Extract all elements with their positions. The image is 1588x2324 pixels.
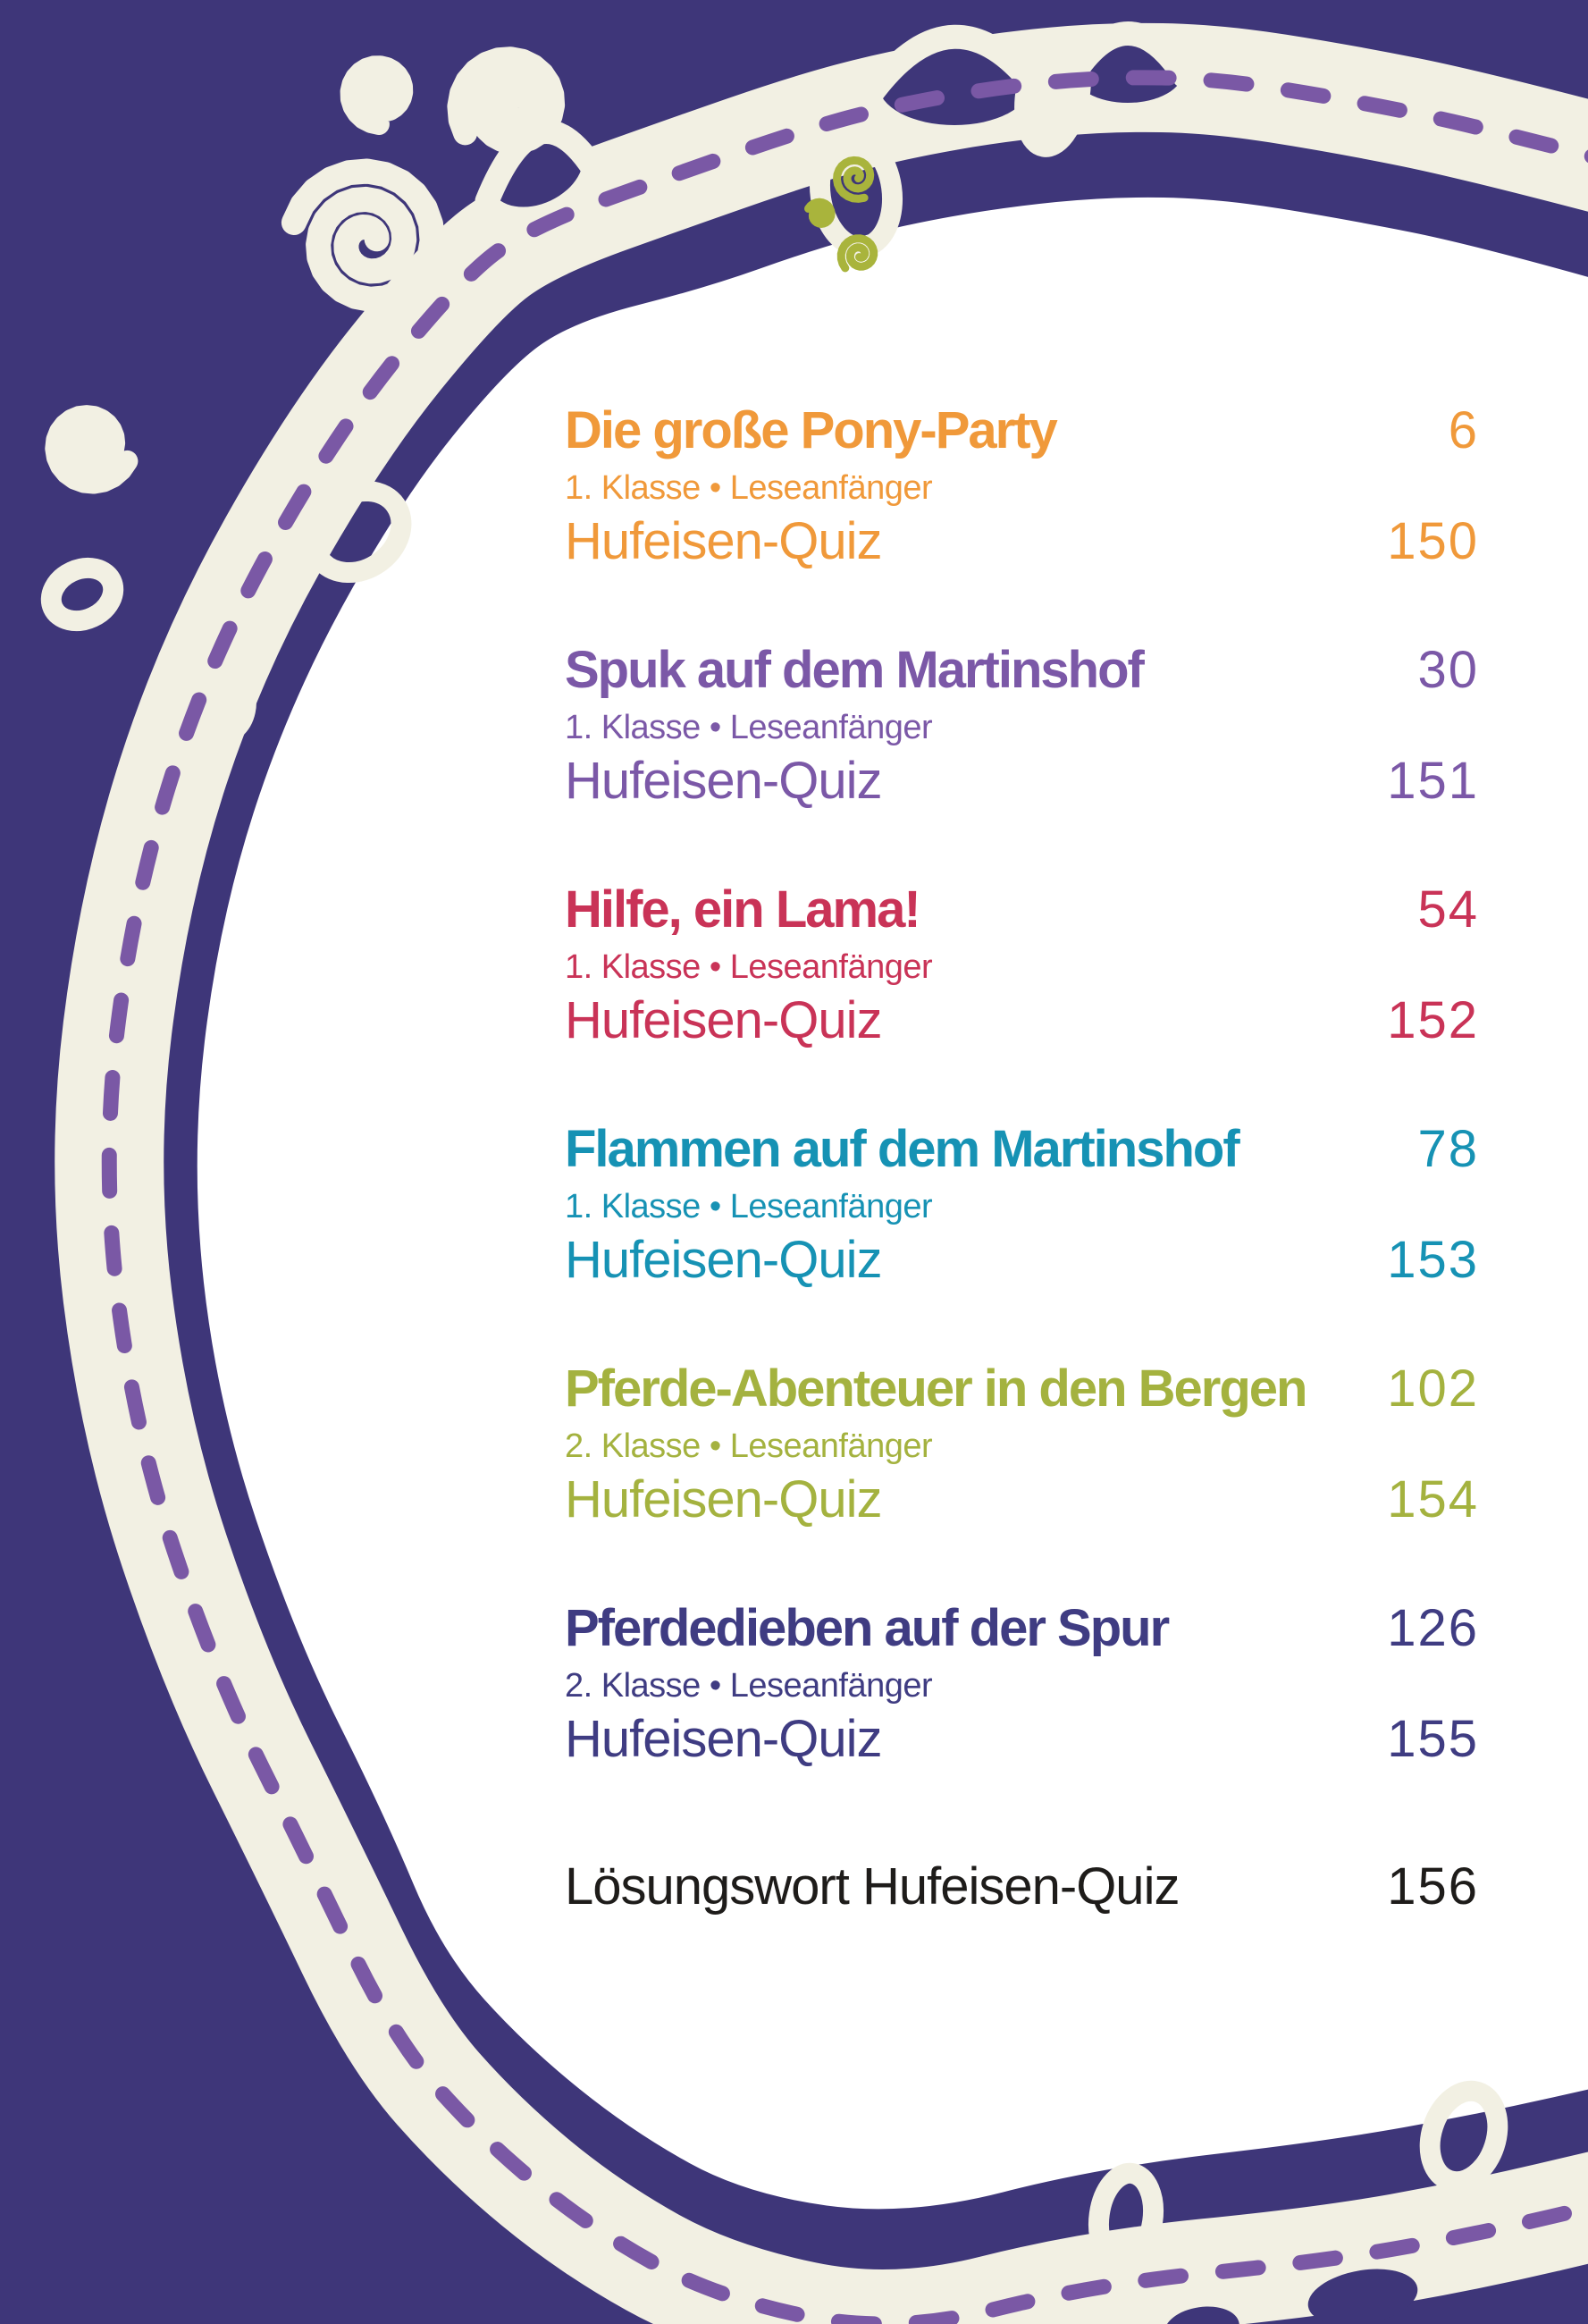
entry-title-row: Hilfe, ein Lama! 54 (565, 883, 1479, 937)
entry-page-number: 54 (1417, 880, 1479, 939)
entry-subtitle: 1. Klasse • Leseanfänger (565, 1188, 933, 1225)
ring-arch-ornament (859, 24, 1049, 106)
dashed-stitch-line (101, 70, 1588, 2324)
entry-page-number: 30 (1417, 641, 1479, 699)
quiz-label: Hufeisen-Quiz (565, 1231, 882, 1289)
entry-quiz-row: Hufeisen-Quiz 154 (565, 1473, 1479, 1527)
toc-entry-1: Die große Pony-Party 6 1. Klasse • Lesea… (565, 404, 1479, 568)
entry-subtitle: 1. Klasse • Leseanfänger (565, 469, 933, 507)
toc-entry-6: Pferdedieben auf der Spur 126 2. Klasse … (565, 1602, 1479, 1766)
quiz-label: Hufeisen-Quiz (565, 1470, 882, 1528)
toc-entry-4: Flammen auf dem Martinshof 78 1. Klasse … (565, 1123, 1479, 1287)
toc-entry-5: Pferde-Abenteuer in den Bergen 102 2. Kl… (565, 1362, 1479, 1527)
entry-title-row: Pferdedieben auf der Spur 126 (565, 1602, 1479, 1655)
ring-loop-ornament (1419, 2080, 1508, 2193)
quiz-label: Hufeisen-Quiz (565, 991, 882, 1049)
quiz-label: Hufeisen-Quiz (565, 512, 882, 570)
ring-scallop-cut (1307, 2269, 1418, 2324)
entry-title: Spuk auf dem Martinshof (565, 641, 1145, 699)
entry-title-row: Flammen auf dem Martinshof 78 (565, 1123, 1479, 1176)
entry-title-row: Die große Pony-Party 6 (565, 404, 1479, 458)
entry-quiz-row: Hufeisen-Quiz 153 (565, 1234, 1479, 1287)
quiz-page-number: 152 (1387, 991, 1479, 1049)
quiz-page-number: 151 (1387, 752, 1479, 810)
entry-title-row: Spuk auf dem Martinshof 30 (565, 644, 1479, 697)
table-of-contents: Die große Pony-Party 6 1. Klasse • Lesea… (565, 404, 1479, 1914)
swirl-ornament (447, 46, 566, 155)
ring-scallop-cut (1164, 2306, 1239, 2324)
entry-title: Hilfe, ein Lama! (565, 880, 921, 939)
entry-page-number: 78 (1417, 1120, 1479, 1178)
ring-loop-ornament (40, 557, 124, 632)
swirl-ornament (45, 405, 139, 494)
ring-loop-ornament (1014, 30, 1091, 157)
entry-title: Pferdedieben auf der Spur (565, 1599, 1170, 1657)
swirl-ornament (340, 55, 414, 135)
entry-quiz-row: Hufeisen-Quiz 150 (565, 515, 1479, 568)
entry-title: Die große Pony-Party (565, 401, 1058, 459)
entry-page-number: 102 (1387, 1360, 1479, 1418)
green-curl-ornament (836, 234, 878, 273)
green-curl-ornament (804, 198, 836, 228)
entry-subtitle: 1. Klasse • Leseanfänger (565, 948, 933, 986)
entry-page-number: 126 (1387, 1599, 1479, 1657)
ring-loop-ornament (303, 480, 412, 584)
quiz-page-number: 154 (1387, 1470, 1479, 1528)
entry-title-row: Pferde-Abenteuer in den Bergen 102 (565, 1362, 1479, 1416)
entry-title: Pferde-Abenteuer in den Bergen (565, 1360, 1307, 1418)
entry-quiz-row: Hufeisen-Quiz 152 (565, 994, 1479, 1048)
quiz-page-number: 150 (1387, 512, 1479, 570)
toc-entry-2: Spuk auf dem Martinshof 30 1. Klasse • L… (565, 644, 1479, 808)
quiz-page-number: 153 (1387, 1231, 1479, 1289)
entry-subtitle: 2. Klasse • Leseanfänger (565, 1427, 933, 1465)
quiz-page-number: 155 (1387, 1710, 1479, 1768)
entry-title: Flammen auf dem Martinshof (565, 1120, 1240, 1178)
quiz-label: Hufeisen-Quiz (565, 752, 882, 810)
entry-subtitle: 1. Klasse • Leseanfänger (565, 709, 933, 746)
quiz-label: Hufeisen-Quiz (565, 1710, 882, 1768)
paper-circle (197, 197, 1588, 2210)
ring-loop-ornament (1088, 2162, 1164, 2273)
footer-page-number: 156 (1387, 1857, 1479, 1916)
entry-page-number: 6 (1448, 401, 1479, 459)
swirl-ornament (281, 158, 445, 312)
entry-quiz-row: Hufeisen-Quiz 155 (565, 1713, 1479, 1766)
footer-label: Lösungswort Hufeisen-Quiz (565, 1857, 1180, 1916)
entry-subtitle: 2. Klasse • Leseanfänger (565, 1667, 933, 1705)
toc-entry-3: Hilfe, ein Lama! 54 1. Klasse • Leseanfä… (565, 883, 1479, 1048)
toc-footer: Lösungswort Hufeisen-Quiz 156 (565, 1860, 1479, 1914)
entry-quiz-row: Hufeisen-Quiz 151 (565, 754, 1479, 808)
green-curl-ornament (832, 156, 875, 203)
